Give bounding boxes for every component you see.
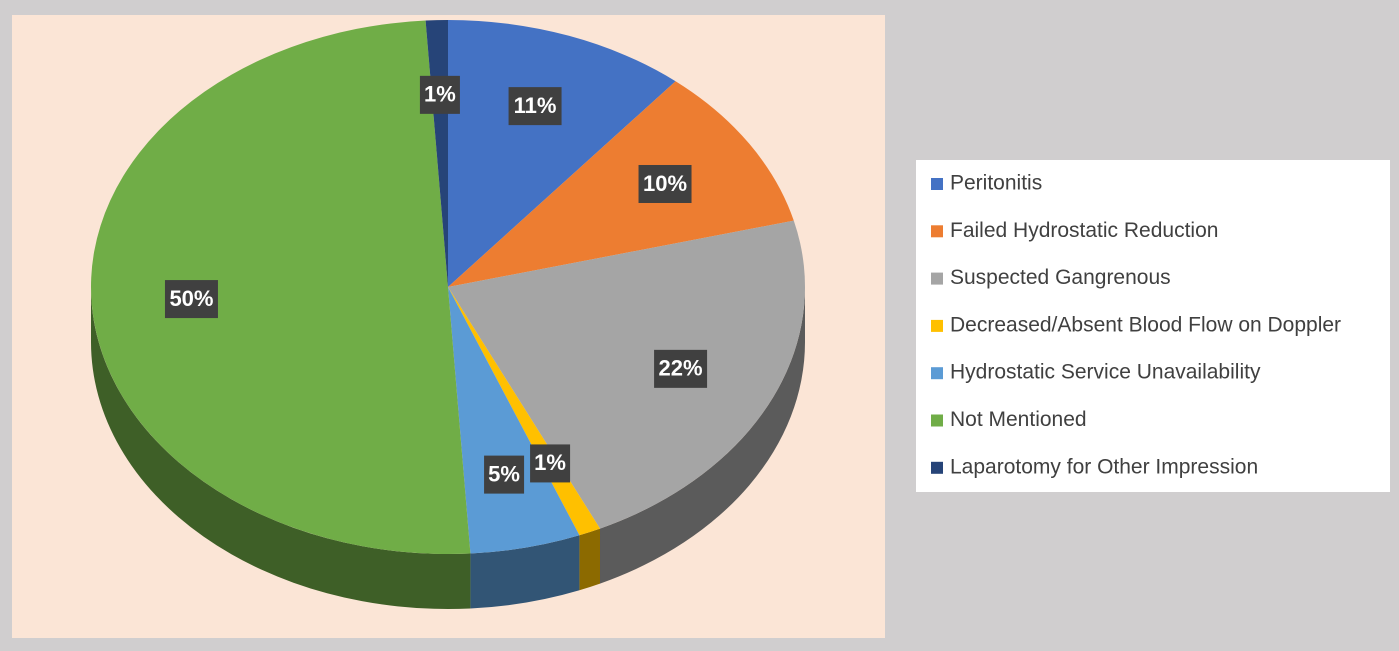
pie-slice — [448, 287, 580, 554]
data-label-box — [164, 280, 218, 319]
legend-swatch — [931, 414, 943, 427]
legend-label: Failed Hydrostatic Reduction — [950, 219, 1218, 242]
pie-side — [579, 528, 601, 591]
legend-swatch — [931, 178, 943, 190]
data-label: 10% — [643, 171, 687, 196]
legend-label: Hydrostatic Service Unavailability — [950, 361, 1261, 384]
legend-label: Suspected Gangrenous — [950, 266, 1171, 289]
data-label: 11% — [514, 93, 557, 118]
data-label-box — [419, 75, 460, 114]
pie-slice — [448, 81, 794, 287]
pie-slice — [448, 20, 676, 287]
pie-side — [91, 287, 471, 609]
data-label-box — [638, 164, 692, 203]
pie-slice — [90, 20, 471, 555]
legend-swatch — [931, 319, 943, 332]
legend — [916, 160, 1390, 492]
data-label: 5% — [488, 461, 520, 486]
data-labels: 11% 10% 22% 1% 5% 50% 1% — [164, 75, 708, 494]
data-label-box — [530, 444, 571, 483]
legend-swatch — [931, 272, 943, 285]
data-label-box — [508, 87, 562, 126]
legend-swatch — [931, 367, 943, 380]
legend-items: Peritonitis Failed Hydrostatic Reduction S… — [931, 172, 1341, 478]
legend-label: Not Mentioned — [950, 408, 1087, 431]
data-label: 1% — [424, 82, 456, 107]
legend-label: Laparotomy for Other Impression — [950, 455, 1258, 478]
pie — [90, 20, 806, 609]
legend-swatch — [931, 225, 943, 238]
data-label: 50% — [169, 286, 213, 311]
data-label-box — [654, 349, 708, 388]
pie-side — [600, 287, 805, 584]
pie-slice — [448, 220, 806, 529]
legend-label: Peritonitis — [950, 172, 1042, 195]
data-label-box — [484, 455, 525, 494]
pie-side — [470, 535, 580, 609]
data-label: 1% — [534, 450, 566, 475]
data-label: 22% — [659, 356, 703, 381]
legend-label: Decreased/Absent Blood Flow on Doppler — [950, 313, 1341, 336]
legend-swatch — [931, 461, 943, 474]
